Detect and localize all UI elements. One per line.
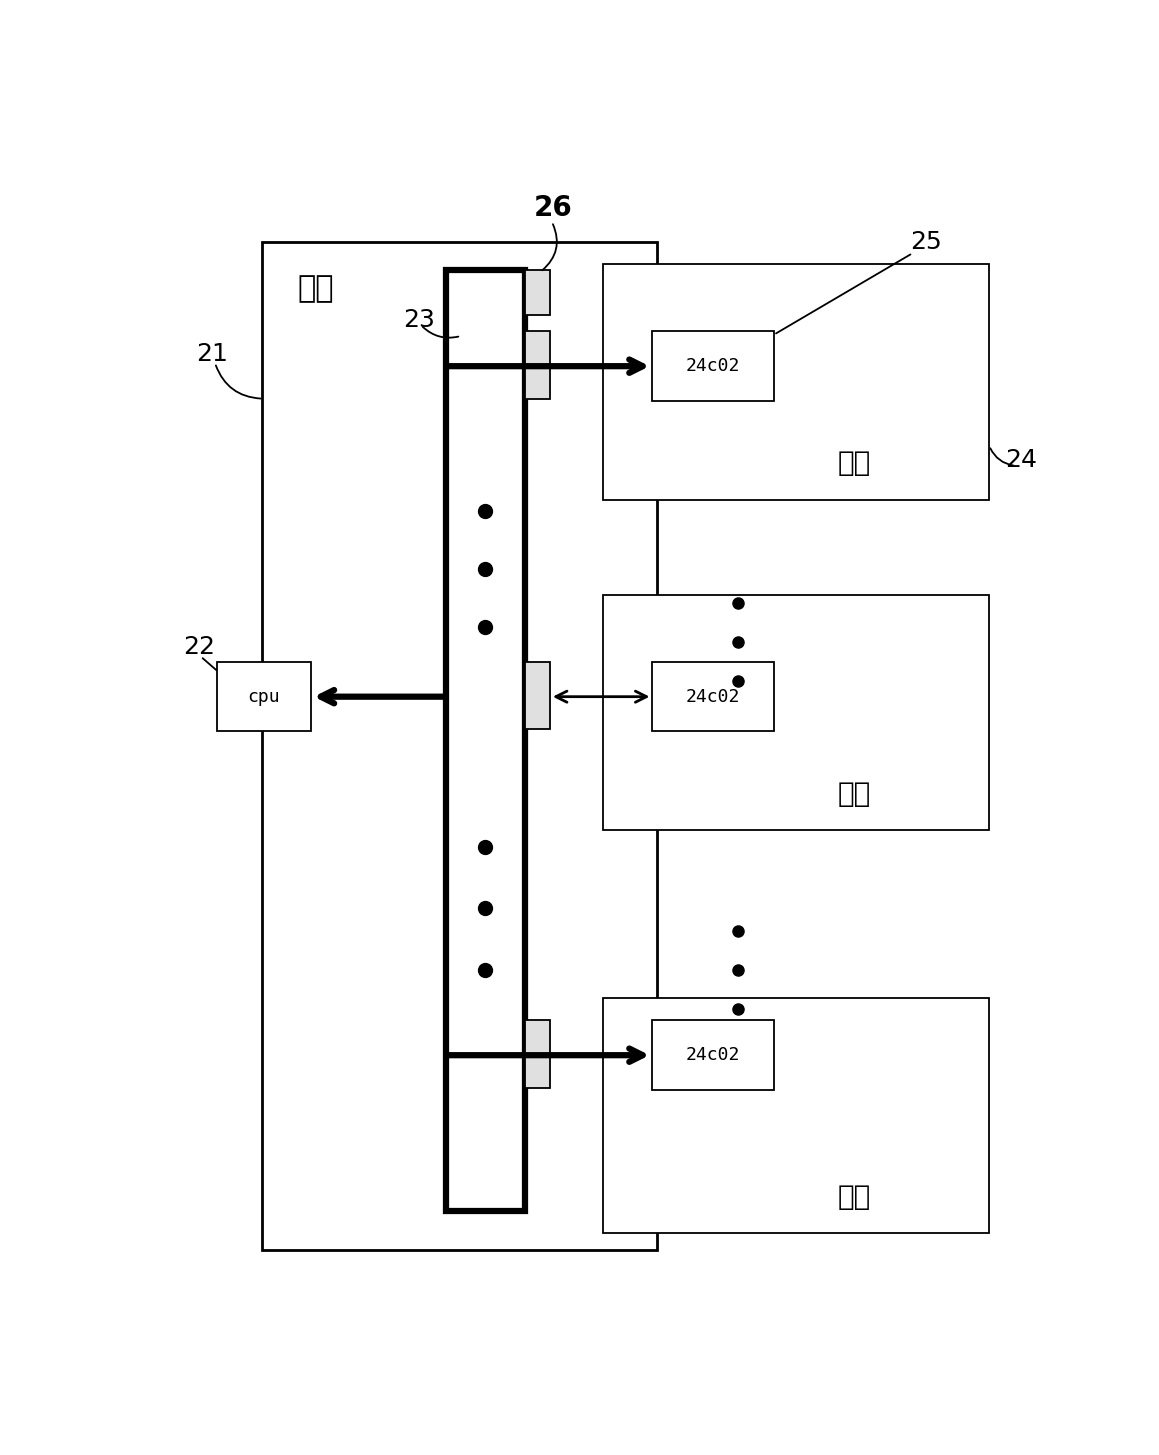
Bar	[217, 662, 311, 732]
Text: 21: 21	[196, 342, 228, 365]
Text: 24: 24	[1005, 448, 1036, 473]
Text: 24c02: 24c02	[686, 1046, 741, 1064]
Text: cpu: cpu	[248, 688, 280, 706]
Bar	[525, 269, 551, 314]
Text: 母板: 母板	[298, 275, 334, 304]
Text: 25: 25	[911, 230, 942, 253]
Text: 24c02: 24c02	[686, 688, 741, 706]
Bar	[603, 998, 990, 1234]
Text: 26: 26	[534, 194, 573, 223]
Text: 子卡: 子卡	[838, 1183, 872, 1211]
Bar	[525, 662, 551, 729]
Text: 24c02: 24c02	[686, 356, 741, 375]
Bar	[603, 265, 990, 499]
Bar	[262, 242, 657, 1250]
Bar	[653, 662, 774, 732]
Bar	[653, 1020, 774, 1090]
Text: 子卡: 子卡	[838, 780, 872, 808]
Bar	[653, 332, 774, 402]
Text: 子卡: 子卡	[838, 450, 872, 477]
Bar	[603, 595, 990, 829]
Bar	[525, 1020, 551, 1088]
Text: 22: 22	[183, 636, 214, 659]
Bar	[525, 332, 551, 399]
Bar	[446, 269, 525, 1211]
Text: 23: 23	[403, 308, 435, 332]
